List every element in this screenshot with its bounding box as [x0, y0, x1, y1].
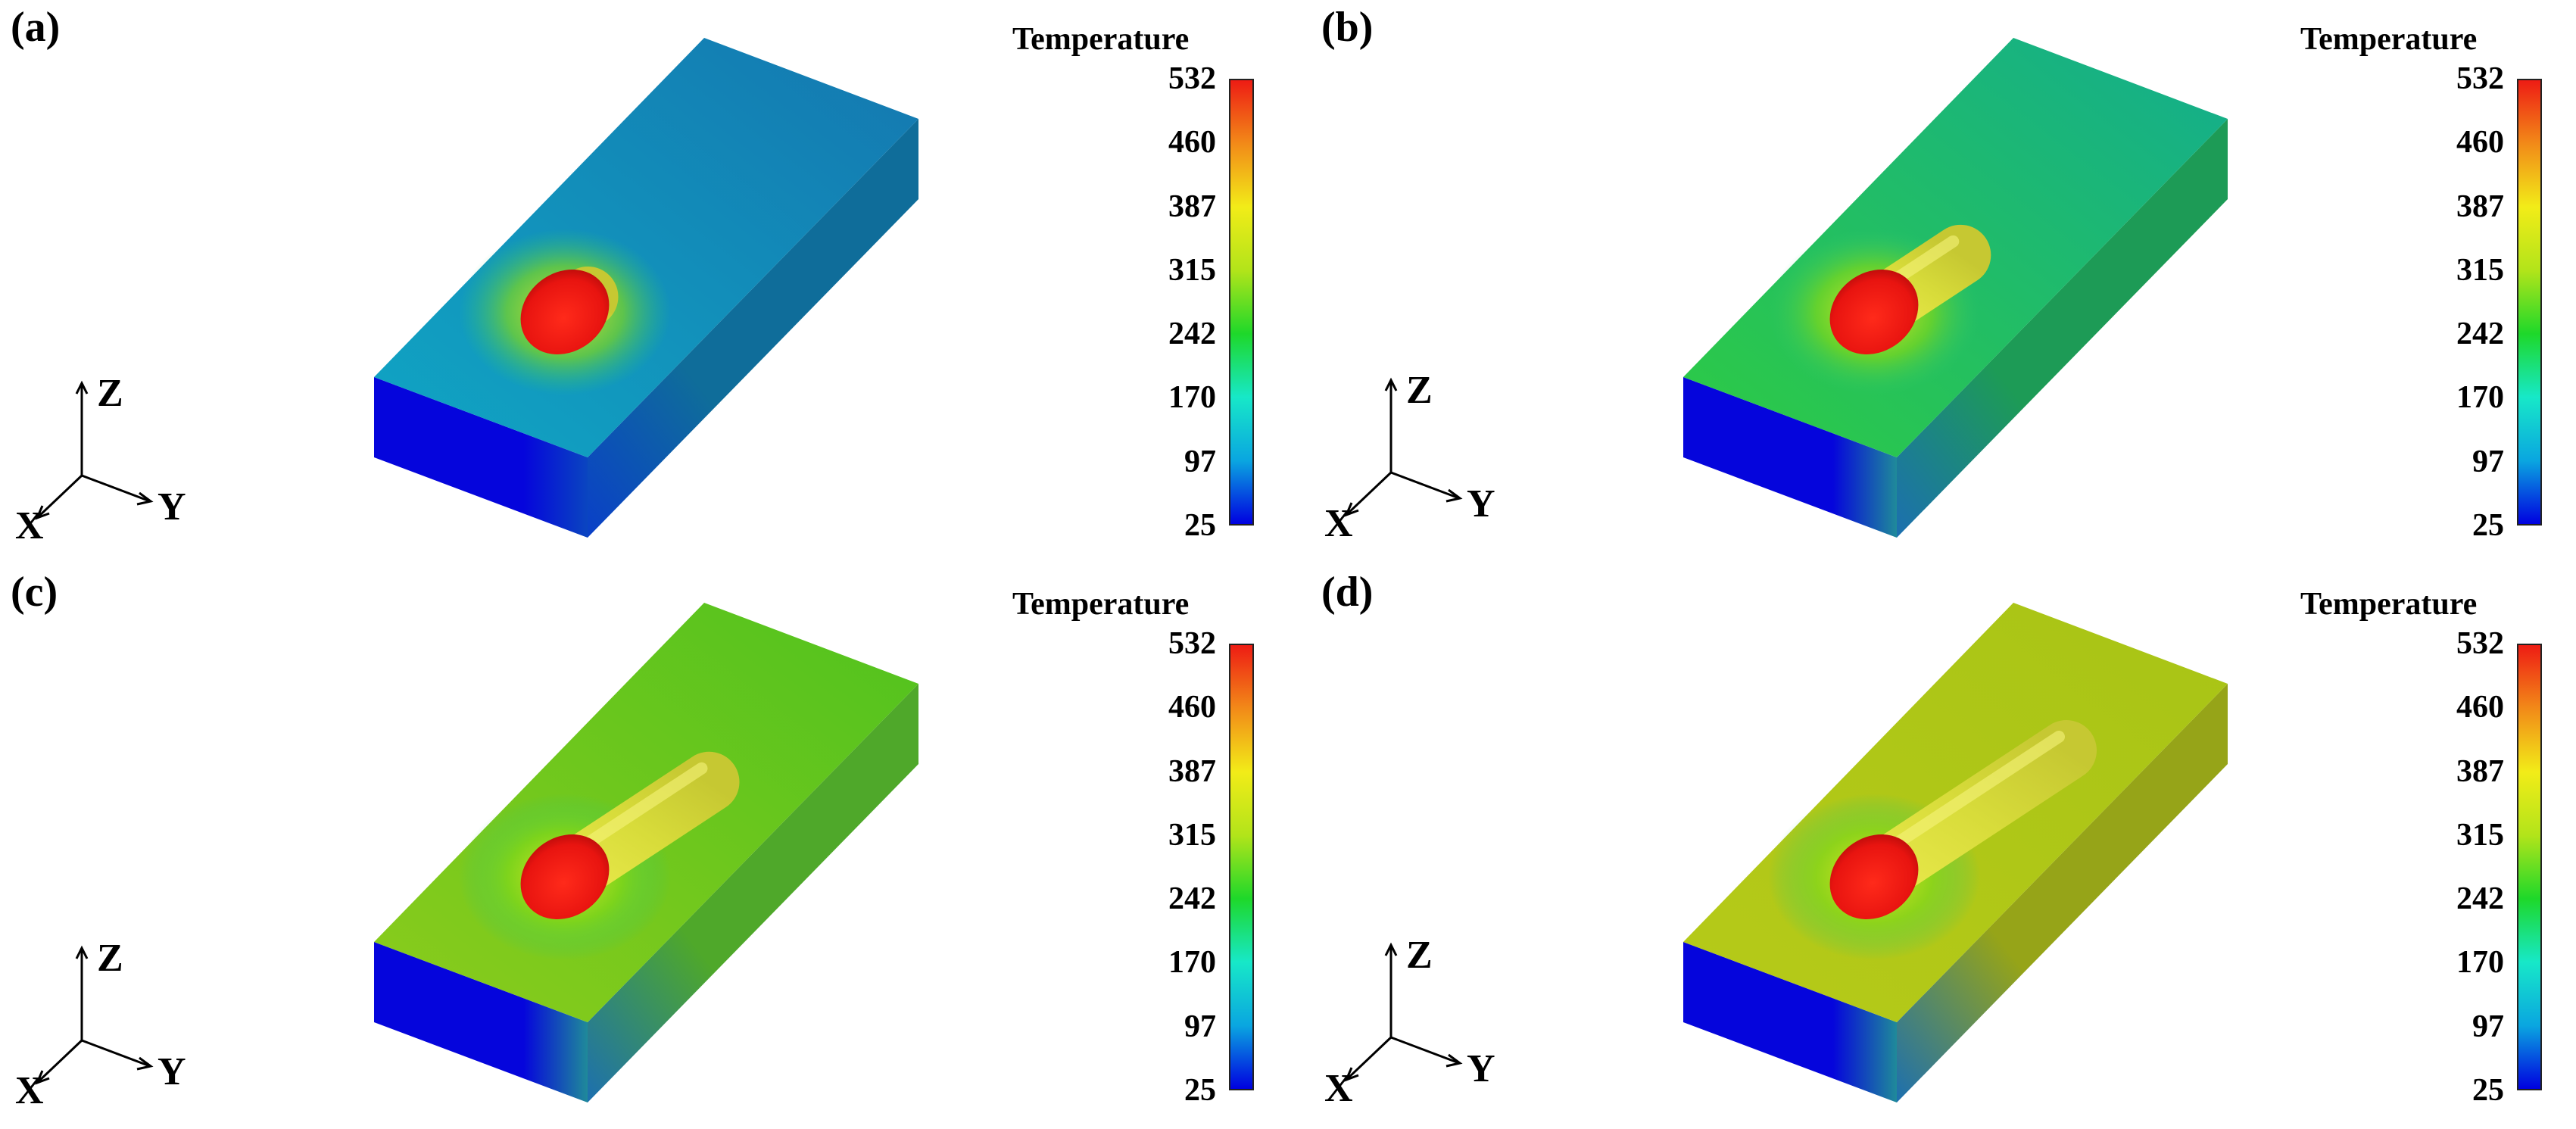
axis-label-z: Z [97, 372, 123, 415]
colorbar-tick: 315 [1168, 252, 1216, 288]
panel-d: (d) Z Y X Temperature 532 460 387 315 24… [1288, 565, 2576, 1129]
panel-a: (a) Z Y X Temperature 532 460 387 315 24… [0, 0, 1288, 564]
colorbar-tick: 97 [1184, 1009, 1216, 1044]
colorbar-tick: 25 [1184, 508, 1216, 543]
workpiece-block [374, 38, 918, 538]
melt-pool [520, 834, 610, 920]
block-side-face [1897, 684, 2228, 1102]
colorbar-tick: 25 [1184, 1073, 1216, 1108]
axis-label-x: X [15, 504, 44, 547]
colorbar-title: Temperature [2300, 587, 2478, 622]
block-side-face [588, 119, 918, 538]
colorbar-ticks: 532 460 387 315 242 170 97 25 [1121, 628, 1216, 1106]
colorbar-tick: 97 [2472, 1009, 2504, 1044]
axis-label-z: Z [1406, 934, 1433, 977]
colorbar-tick: 460 [2456, 690, 2504, 725]
colorbar-tick: 25 [2472, 508, 2504, 543]
colorbar-tick: 315 [1168, 817, 1216, 853]
colorbar [2517, 644, 2542, 1090]
colorbar-tick: 315 [2456, 817, 2504, 853]
colorbar-ticks: 532 460 387 315 242 170 97 25 [1121, 63, 1216, 541]
colorbar-tick: 170 [2456, 380, 2504, 416]
colorbar-ticks: 532 460 387 315 242 170 97 25 [2409, 63, 2504, 541]
melt-pool [520, 269, 610, 355]
colorbar-tick: 460 [1168, 690, 1216, 725]
axis-label-y: Y [157, 485, 186, 529]
panel-label: (a) [11, 4, 61, 51]
panel-label: (b) [1321, 4, 1374, 51]
workpiece-block [1683, 38, 2228, 538]
colorbar-tick: 242 [2456, 317, 2504, 352]
colorbar-title: Temperature [2300, 22, 2478, 57]
coordinate-triad [1344, 377, 1463, 517]
colorbar-title: Temperature [1012, 587, 1190, 622]
colorbar-tick: 387 [1168, 189, 1216, 224]
colorbar-tick: 532 [2456, 61, 2504, 96]
colorbar-tick: 170 [1168, 945, 1216, 981]
axis-label-x: X [15, 1069, 44, 1112]
workpiece-scene [35, 603, 918, 1102]
colorbar [2517, 79, 2542, 526]
colorbar-tick: 532 [1168, 61, 1216, 96]
axis-label-y: Y [1467, 482, 1495, 526]
axis-label-y: Y [1467, 1047, 1495, 1090]
colorbar-tick: 242 [1168, 881, 1216, 917]
workpiece-scene [35, 38, 918, 538]
colorbar-ticks: 532 460 387 315 242 170 97 25 [2409, 628, 2504, 1106]
coordinate-triad [1344, 942, 1463, 1082]
colorbar-tick: 242 [1168, 317, 1216, 352]
colorbar-tick: 387 [1168, 753, 1216, 789]
panel-b: (b) Z Y X Temperature 532 460 387 315 24… [1288, 0, 2576, 564]
axis-label-y: Y [157, 1050, 186, 1093]
melt-pool [1829, 269, 1919, 355]
block-side-face [1897, 119, 2228, 538]
melt-pool [1829, 834, 1919, 920]
workpiece-block [374, 603, 918, 1102]
panel-label: (c) [11, 569, 58, 616]
colorbar [1229, 79, 1254, 526]
colorbar-tick: 387 [2456, 753, 2504, 789]
colorbar-tick: 97 [2472, 444, 2504, 479]
block-side-face [588, 684, 918, 1102]
block-front-face [374, 377, 588, 538]
colorbar-tick: 25 [2472, 1073, 2504, 1108]
colorbar-tick: 242 [2456, 881, 2504, 917]
workpiece-scene [1344, 38, 2228, 538]
workpiece-scene [1344, 603, 2228, 1102]
block-front-face [1683, 377, 1897, 538]
colorbar-tick: 170 [2456, 945, 2504, 981]
block-front-face [1683, 942, 1897, 1102]
axis-label-z: Z [1406, 369, 1433, 412]
colorbar-tick: 532 [1168, 626, 1216, 661]
panel-c: (c) Z Y X Temperature 532 460 387 315 24… [0, 565, 1288, 1129]
axis-label-x: X [1324, 502, 1353, 545]
colorbar-tick: 460 [2456, 125, 2504, 161]
colorbar-title: Temperature [1012, 22, 1190, 57]
axis-label-z: Z [97, 937, 123, 980]
panel-label: (d) [1321, 569, 1374, 616]
coordinate-triad [35, 380, 154, 520]
colorbar-tick: 97 [1184, 444, 1216, 479]
colorbar-tick: 532 [2456, 626, 2504, 661]
colorbar-tick: 170 [1168, 380, 1216, 416]
colorbar-tick: 460 [1168, 125, 1216, 161]
workpiece-block [1683, 603, 2228, 1102]
axis-label-x: X [1324, 1067, 1353, 1110]
coordinate-triad [35, 945, 154, 1085]
colorbar-tick: 315 [2456, 252, 2504, 288]
colorbar [1229, 644, 1254, 1090]
colorbar-tick: 387 [2456, 189, 2504, 224]
block-front-face [374, 942, 588, 1102]
